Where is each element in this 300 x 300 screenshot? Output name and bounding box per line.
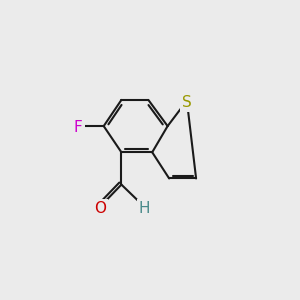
- Text: S: S: [182, 95, 192, 110]
- Text: H: H: [139, 201, 150, 216]
- Text: O: O: [94, 201, 106, 216]
- Text: F: F: [74, 120, 83, 135]
